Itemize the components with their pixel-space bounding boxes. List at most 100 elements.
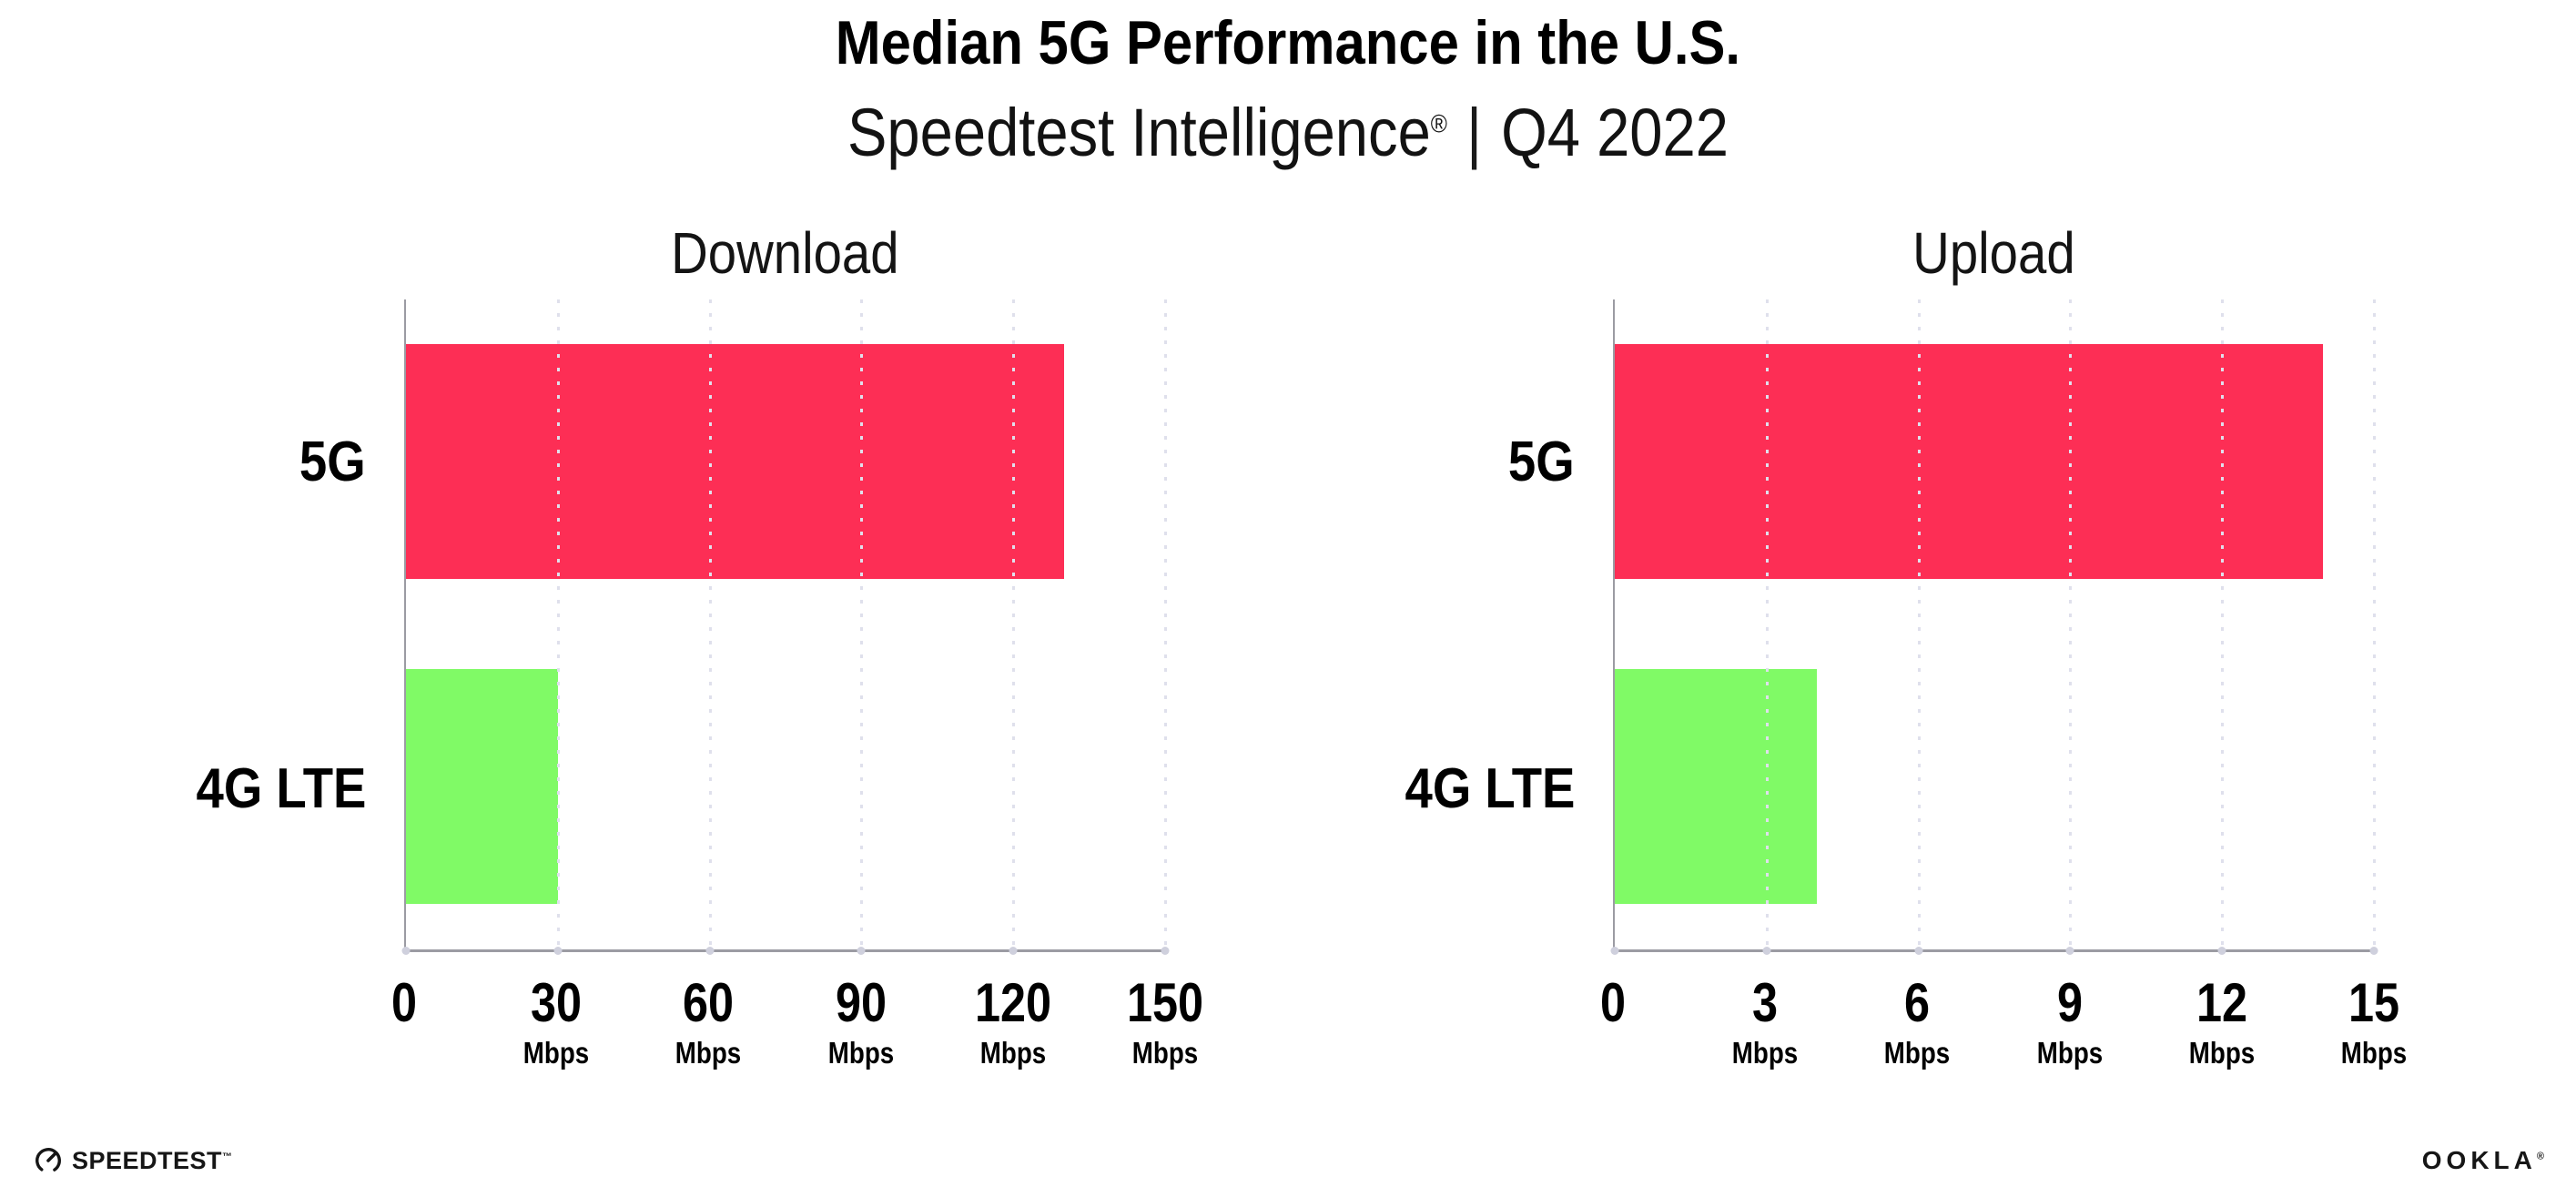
bar-band-4g-lte [1615,624,2374,949]
x-tick-label: 0 [1597,971,1628,1033]
gridline [2069,299,2073,949]
x-tick-unit: Mbps [1884,1035,1951,1070]
y-label-5g: 5G [1376,299,1613,626]
bar-4g-lte [406,668,558,905]
ookla-logo: OOKLA® [2422,1146,2544,1175]
x-tick-value: 15 [2348,971,2400,1033]
axis-tick-dot [2369,946,2378,955]
x-tick-value: 60 [683,971,735,1033]
axis-tick-dot [857,946,866,955]
y-label-4g-lte-text: 4G LTE [196,756,366,820]
speedtest-logo: SPEEDTEST™ [34,1146,233,1175]
axis-tick-dot [1610,946,1619,955]
speedtest-wordmark: SPEEDTEST [72,1146,223,1174]
ookla-wordmark: OOKLA [2421,1146,2537,1174]
x-tick-value: 12 [2196,971,2247,1033]
page-subtitle: Speedtest Intelligence® | Q4 2022 [0,99,2576,167]
x-tick-value: 3 [1752,971,1779,1033]
gridline [1765,299,1769,949]
subtitle-separator: | [1466,95,1483,171]
x-tick-label: 150 Mbps [1120,971,1211,1070]
ookla-registered-mark: ® [2536,1151,2544,1162]
page-subtitle-text: Speedtest Intelligence® | Q4 2022 [847,99,1729,167]
axis-tick-dot [1914,946,1923,955]
plot-area [1610,299,2378,955]
gridline [1012,299,1016,949]
bar-band-4g-lte [406,624,1165,949]
x-tick-label: 90 Mbps [822,971,900,1070]
upload-chart-title-text: Upload [1912,220,2075,287]
gridline [860,299,864,949]
x-tick-value: 6 [1904,971,1931,1033]
y-label-4g-lte: 4G LTE [167,625,404,952]
x-tick-label: 6 Mbps [1878,971,1956,1070]
x-tick-unit: Mbps [979,1035,1046,1070]
registered-mark: ® [1430,109,1447,138]
y-label-4g-lte: 4G LTE [1376,625,1613,952]
download-chart-title-text: Download [670,220,899,287]
x-tick-label: 12 Mbps [2183,971,2261,1070]
x-tick-label: 0 [389,971,419,1033]
x-tick-unit: Mbps [827,1035,894,1070]
x-tick-label: 9 Mbps [2031,971,2109,1070]
gridline [1917,299,1921,949]
subtitle-period: Q4 2022 [1501,95,1729,171]
x-tick-unit: Mbps [675,1035,742,1070]
x-tick-value: 150 [1126,971,1204,1033]
y-label-5g: 5G [167,299,404,626]
x-tick-unit: Mbps [522,1035,590,1070]
bar-band-5g [406,299,1165,624]
gridline [2221,299,2225,949]
bar-4g-lte [1615,668,1818,905]
x-tick-label: 3 Mbps [1726,971,1804,1070]
axis-tick-dot [2065,946,2074,955]
y-label-4g-lte-text: 4G LTE [1405,756,1575,820]
gridline [2373,299,2376,949]
speedtest-gauge-icon [35,1148,61,1173]
axis-tick-dot [2217,946,2226,955]
page-title-text: Median 5G Performance in the U.S. [835,8,1741,77]
x-tick-unit: Mbps [1131,1035,1199,1070]
page-title: Median 5G Performance in the U.S. [0,8,2576,77]
upload-chart: Upload 5G 4G LTE 0 3 Mbps 6 Mbps 9 Mbps 12 Mbps 1… [1376,223,2407,1103]
x-tick-unit: Mbps [2340,1035,2408,1070]
x-ticks: 0 3 Mbps 6 Mbps 9 Mbps 12 Mbps 15 Mbps [1600,971,2407,1103]
x-ticks: 0 30 Mbps 60 Mbps 90 Mbps 120 Mbps 150 Mbps [391,971,1203,1103]
y-label-5g-text: 5G [299,431,366,494]
charts-row: Download 5G 4G LTE 0 30 Mbps 60 Mbps 90 Mbps 12… [167,223,2576,1102]
speedtest-logo-text: SPEEDTEST™ [72,1147,233,1175]
download-chart-title: Download [404,223,1165,284]
x-tick-label: 15 Mbps [2335,971,2413,1070]
upload-chart-title: Upload [1613,223,2374,284]
axis-tick-dot [401,946,411,955]
x-tick-value: 9 [2056,971,2083,1033]
x-tick-unit: Mbps [1731,1035,1799,1070]
x-tick-value: 0 [1599,971,1627,1033]
trademark-mark: ™ [222,1151,233,1162]
x-tick-unit: Mbps [2036,1035,2103,1070]
x-tick-label: 60 Mbps [669,971,747,1070]
gridline [708,299,712,949]
bar-5g [1615,343,2324,580]
gridline [1164,299,1167,949]
x-tick-label: 30 Mbps [517,971,595,1070]
x-tick-unit: Mbps [2188,1035,2255,1070]
gridline [556,299,560,949]
axis-tick-dot [705,946,715,955]
footer: SPEEDTEST™ OOKLA® [34,1146,2544,1175]
x-tick-value: 120 [974,971,1051,1033]
download-y-labels: 5G 4G LTE [167,299,404,952]
axis-tick-dot [1762,946,1771,955]
x-tick-value: 0 [390,971,418,1033]
x-tick-value: 30 [531,971,583,1033]
axis-tick-dot [1161,946,1170,955]
bar-band-5g [1615,299,2374,624]
header: Median 5G Performance in the U.S. Speedt… [0,0,2576,167]
axis-tick-dot [553,946,563,955]
x-tick-label: 120 Mbps [968,971,1059,1070]
plot-area [401,299,1170,955]
y-label-5g-text: 5G [1508,431,1575,494]
x-tick-value: 90 [835,971,887,1033]
download-chart: Download 5G 4G LTE 0 30 Mbps 60 Mbps 90 Mbps 12… [167,223,1203,1103]
